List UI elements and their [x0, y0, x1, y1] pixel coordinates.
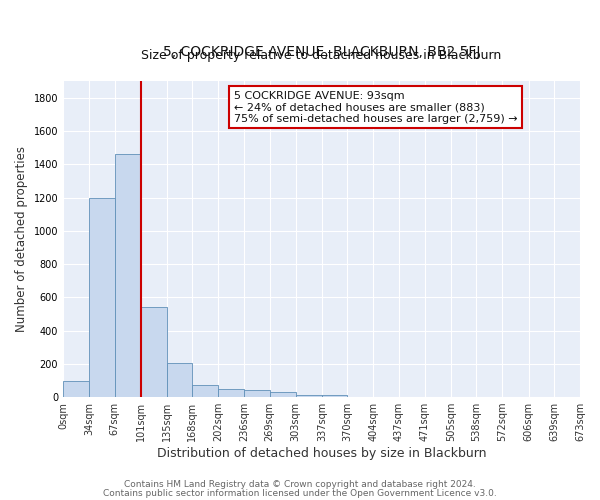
Text: Contains HM Land Registry data © Crown copyright and database right 2024.: Contains HM Land Registry data © Crown c…: [124, 480, 476, 489]
Bar: [269, 392, 296, 397]
Title: 5, COCKRIDGE AVENUE, BLACKBURN, BB2 5FJ: 5, COCKRIDGE AVENUE, BLACKBURN, BB2 5FJ: [163, 45, 480, 59]
Bar: [322, 396, 347, 397]
Bar: [115, 154, 140, 397]
X-axis label: Distribution of detached houses by size in Blackburn: Distribution of detached houses by size …: [157, 447, 486, 460]
Bar: [140, 308, 167, 397]
Bar: [167, 363, 192, 397]
Y-axis label: Number of detached properties: Number of detached properties: [15, 146, 28, 332]
Bar: [89, 198, 115, 397]
Text: Contains public sector information licensed under the Open Government Licence v3: Contains public sector information licen…: [103, 489, 497, 498]
Bar: [296, 394, 322, 397]
Bar: [192, 386, 218, 397]
Bar: [218, 389, 244, 397]
Bar: [63, 382, 89, 397]
Text: 5 COCKRIDGE AVENUE: 93sqm
← 24% of detached houses are smaller (883)
75% of semi: 5 COCKRIDGE AVENUE: 93sqm ← 24% of detac…: [233, 90, 517, 124]
Text: Size of property relative to detached houses in Blackburn: Size of property relative to detached ho…: [142, 49, 502, 62]
Bar: [244, 390, 269, 397]
